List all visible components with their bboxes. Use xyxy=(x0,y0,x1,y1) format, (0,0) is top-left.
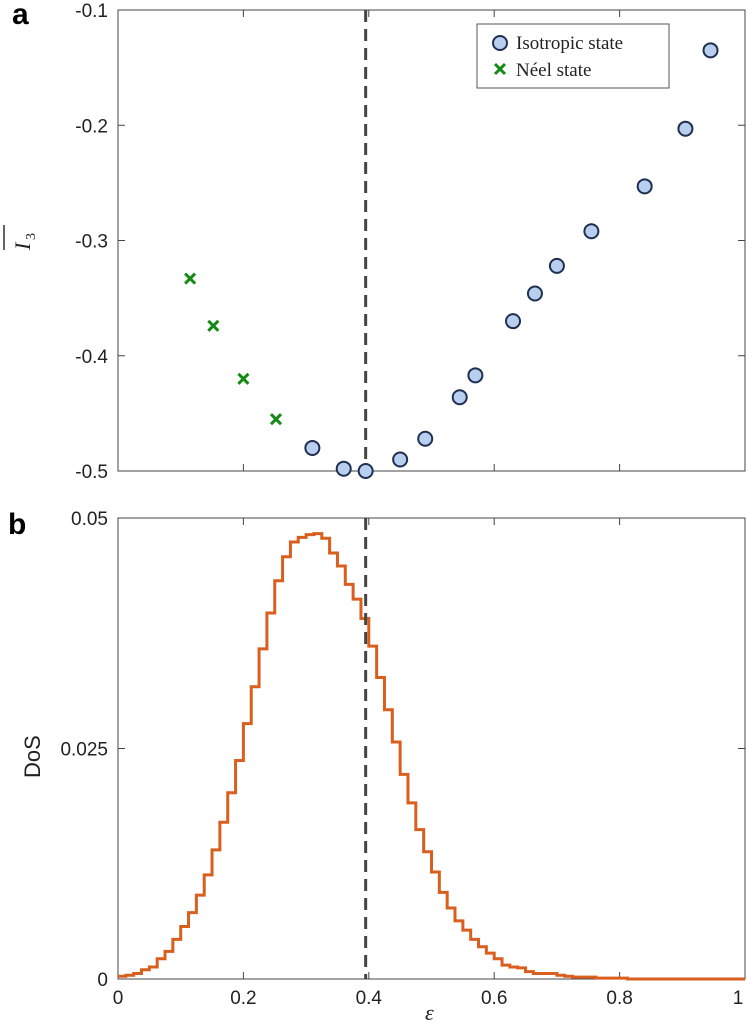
isotropic-point xyxy=(505,313,522,330)
panel-a-y-ticks: -0.1 -0.2 -0.3 -0.4 -0.5 xyxy=(75,1,745,483)
ylabel-subscript: 3 xyxy=(24,233,39,240)
isotropic-point xyxy=(548,257,565,274)
legend-neel-label: Néel state xyxy=(516,60,591,81)
isotropic-point xyxy=(417,430,434,447)
isotropic-point xyxy=(636,178,653,195)
panel-b-y-tick-label: 0.025 xyxy=(60,740,108,761)
legend-box xyxy=(476,23,670,89)
panel-b-x-tick-label: 0.2 xyxy=(230,988,256,1009)
legend-neel-marker xyxy=(493,62,507,76)
panel-b: b 0 0.025 0.05 0 0.2 0.4 0.6 0.8 1 DoS ε xyxy=(8,508,746,1023)
neel-point xyxy=(207,319,220,332)
isotropic-point xyxy=(335,460,352,477)
panel-a-y-tick-label: -0.1 xyxy=(75,1,108,22)
isotropic-point xyxy=(357,463,374,479)
neel-point xyxy=(269,413,283,426)
panel-b-axes-frame xyxy=(117,517,746,980)
panel-a-y-tick-label: -0.3 xyxy=(75,232,108,253)
panel-b-y-axis-label: DoS xyxy=(20,735,45,778)
neel-point xyxy=(184,272,197,285)
panel-a-y-axis-label: I 3 xyxy=(3,225,39,251)
panel-b-x-ticks: 0 0.2 0.4 0.6 0.8 1 xyxy=(113,518,746,1009)
panel-b-x-tick-label: 0 xyxy=(113,988,124,1009)
panel-b-y-ticks: 0 0.025 0.05 xyxy=(60,509,745,991)
legend: Isotropic state Néel state xyxy=(476,23,670,89)
isotropic-point xyxy=(451,389,468,406)
isotropic-point xyxy=(392,451,409,468)
isotropic-point xyxy=(677,120,694,137)
ylabel-main: I xyxy=(10,241,35,251)
panel-a-y-tick-label: -0.4 xyxy=(75,347,108,368)
panel-b-y-tick-label: 0.05 xyxy=(71,509,108,530)
panel-a: a -0.1 -0.2 -0.3 -0.4 -0.5 I 3 Isotropic sta… xyxy=(3,0,746,483)
isotropic-point xyxy=(526,285,543,302)
isotropic-point xyxy=(702,42,719,59)
panel-b-x-axis-label: ε xyxy=(425,1000,434,1023)
panel-a-points xyxy=(184,42,719,479)
panel-b-y-tick-label: 0 xyxy=(97,970,108,991)
isotropic-point xyxy=(467,367,484,384)
panel-a-y-tick-label: -0.5 xyxy=(75,462,108,483)
isotropic-point xyxy=(304,439,321,456)
panel-b-x-tick-label: 0.4 xyxy=(356,988,383,1009)
neel-point xyxy=(237,372,250,385)
panel-b-x-tick-label: 1 xyxy=(733,988,744,1009)
panel-b-letter: b xyxy=(8,508,26,541)
legend-isotropic-label: Isotropic state xyxy=(516,33,623,54)
panel-a-letter: a xyxy=(12,0,29,31)
panel-a-y-tick-label: -0.2 xyxy=(75,116,108,137)
legend-isotropic-marker xyxy=(492,35,508,51)
panel-b-x-tick-label: 0.6 xyxy=(481,988,507,1009)
panel-b-x-tick-label: 0.8 xyxy=(606,988,632,1009)
dos-histogram-line xyxy=(118,532,745,981)
isotropic-point xyxy=(583,223,600,240)
